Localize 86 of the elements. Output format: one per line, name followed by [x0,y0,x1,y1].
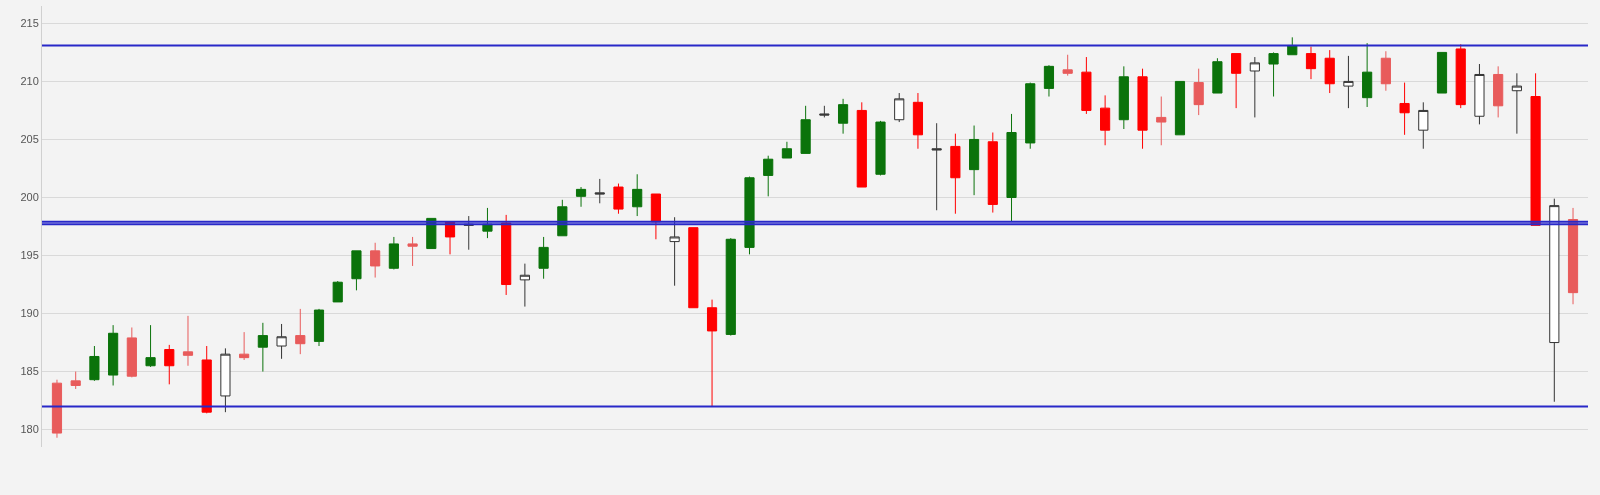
candlestick [1418,101,1429,150]
candlestick [912,92,924,150]
candlestick [126,326,137,378]
candlestick [1493,65,1504,118]
candlestick [519,263,530,308]
candlestick [1380,50,1391,92]
candlestick [313,308,325,347]
candlestick [688,227,699,309]
candlestick [950,133,961,215]
candlestick [669,216,680,287]
candlestick [1324,49,1335,94]
candlestick [1137,68,1148,150]
candlestick [388,236,399,270]
candlestick [1287,36,1298,56]
candlestick [763,155,774,197]
candlestick [575,186,587,208]
candlestick [1006,113,1017,223]
y-tick-label: 185 [20,365,39,378]
candlestick [1156,96,1167,146]
candlestick [632,173,643,217]
candlestick [370,242,381,279]
candlestick [969,125,980,196]
candlestick [1436,51,1448,94]
y-tick-label: 205 [20,133,39,146]
candlestick [894,92,905,123]
y-tick-label: 190 [20,307,39,320]
candlestick [220,347,231,413]
candlestick [145,324,156,368]
candlestick [332,280,343,303]
candlestick [538,236,549,280]
candlestick [613,183,624,215]
candlestick [706,299,718,407]
candlestick [1118,65,1129,130]
candlestick [744,176,755,255]
candlestick [1249,56,1260,118]
candlestick [819,105,830,118]
candlestick [800,105,811,154]
candlestick [351,250,362,291]
candlestick [1567,207,1579,305]
candlestick [1100,94,1111,146]
candlestick [1399,82,1410,136]
candlestick [407,236,418,267]
candlestick [781,141,793,159]
candlestick [1193,68,1204,116]
candlestick [650,193,661,240]
candlestick [594,178,605,204]
candlestick [201,345,212,414]
candlestick [1305,46,1317,80]
candlestick [1511,72,1522,135]
candlestick [987,132,998,214]
y-tick-label: 215 [20,17,39,30]
candlestick [1212,57,1223,94]
candlestick [1025,82,1036,150]
y-tick-label: 210 [20,75,39,88]
y-tick-label: 180 [20,423,39,436]
candlestick [108,324,119,386]
candlestick [276,323,287,360]
candlestick [1455,43,1466,109]
candlestick [856,101,867,188]
candlestick [1231,53,1242,109]
candlestick [875,120,886,176]
candlestick [1474,63,1485,125]
candlestick [239,331,250,361]
candlestick [164,344,175,385]
candlestick [257,322,268,373]
candlestick [1174,80,1186,136]
candlestick [501,214,512,296]
candlestick [89,345,100,382]
candlestick [1549,198,1560,403]
candlestick [1062,54,1073,77]
candlestick [725,237,736,337]
candlestick [295,308,306,355]
candlestick [182,315,194,367]
candlestick [1343,55,1354,109]
candlestick [70,371,81,390]
y-tick-label: 195 [20,249,39,262]
candlestick [51,379,63,439]
candlestick [837,98,849,135]
candlestick [482,207,493,239]
candlestick [1268,51,1279,98]
candlestick [931,122,942,211]
y-tick-label: 200 [20,191,39,204]
candlestick [1530,72,1541,226]
candlestick [1043,64,1055,98]
candlestick [1362,42,1373,108]
candlestick [1081,56,1092,115]
